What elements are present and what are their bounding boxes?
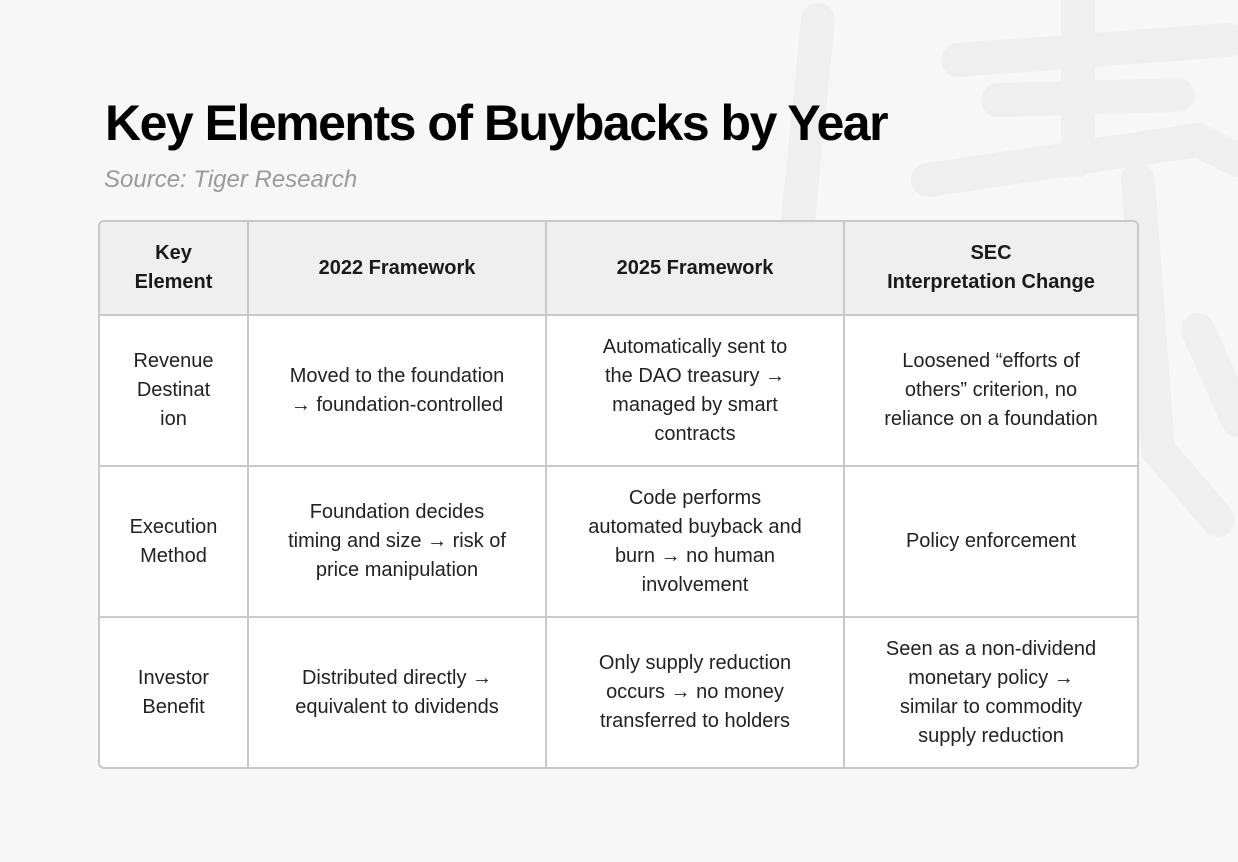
header-key-element: Key Element xyxy=(100,222,249,316)
table-row: Revenue Destinat ion Moved to the founda… xyxy=(100,316,1137,467)
header-2022-framework: 2022 Framework xyxy=(249,222,547,316)
cell-key-element: Revenue Destinat ion xyxy=(100,316,249,467)
cell-key-element: Execution Method xyxy=(100,467,249,618)
header-sec-interpretation-change: SEC Interpretation Change xyxy=(845,222,1137,316)
cell-2025: Only supply reduction occurs → no money … xyxy=(547,618,845,767)
cell-2025: Code performs automated buyback and burn… xyxy=(547,467,845,618)
source-caption: Source: Tiger Research xyxy=(104,166,358,193)
cell-2022: Distributed directly → equivalent to div… xyxy=(249,618,547,767)
cell-sec: Policy enforcement xyxy=(845,467,1137,618)
cell-sec: Seen as a non-dividend monetary policy →… xyxy=(885,637,1097,747)
table-row: Execution Method Foundation decides timi… xyxy=(100,467,1137,618)
buyback-comparison-table: Key Element 2022 Framework 2025 Framewor… xyxy=(98,220,1139,769)
cell-2022: Moved to the foundation → foundation-con… xyxy=(249,316,547,467)
cell-2025: Automatically sent to the DAO treasury →… xyxy=(547,316,845,467)
header-2025-framework: 2025 Framework xyxy=(547,222,845,316)
cell-sec: Loosened “efforts of others” criterion, … xyxy=(845,316,1137,467)
table-row: Investor Benefit Distributed directly → … xyxy=(100,618,1137,767)
table-header-row: Key Element 2022 Framework 2025 Framewor… xyxy=(100,222,1137,316)
cell-2022: Foundation decides timing and size → ris… xyxy=(249,467,547,618)
cell-key-element: Investor Benefit xyxy=(100,618,249,767)
page-title: Key Elements of Buybacks by Year xyxy=(105,95,889,151)
